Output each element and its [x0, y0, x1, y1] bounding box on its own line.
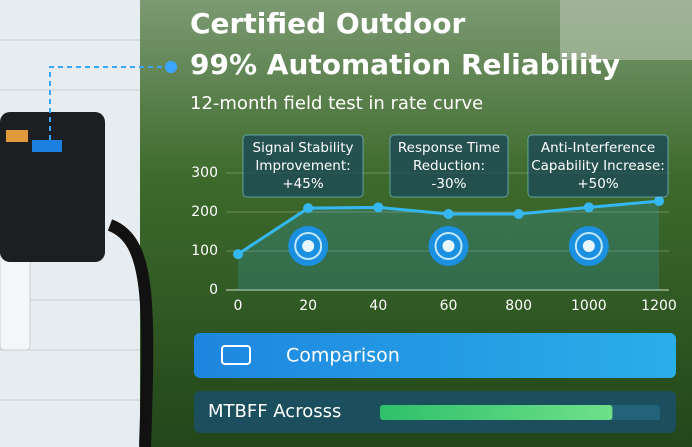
progress-bar: [380, 405, 613, 420]
callout-dot: [165, 61, 177, 73]
x-tick-label: 1000: [571, 298, 607, 314]
comparison-panel: [194, 333, 676, 378]
annotation-box: [389, 134, 509, 198]
icon: [302, 240, 315, 252]
annotation-text: +45%: [282, 176, 323, 192]
icon: [582, 240, 595, 252]
chart: 0 100 200 300 0 20 40 60 800 1000 1200 Signal Stabi…: [191, 134, 677, 314]
y-tick-label: 300: [191, 165, 218, 181]
annotation-text: Anti-Interference: [541, 140, 655, 156]
annotation-box: [527, 134, 669, 198]
icon: [574, 232, 603, 260]
annotation-text: Response Time: [398, 140, 500, 156]
annotation-text: -30%: [432, 176, 467, 192]
title: Certified Outdoor: [190, 7, 466, 40]
subtitle: 12-month field test in rate curve: [190, 93, 483, 114]
callout-line: [49, 66, 171, 140]
annotation-text: Improvement:: [255, 158, 350, 174]
point: [583, 202, 594, 213]
annotation-text: +50%: [577, 176, 618, 192]
annotation-text: Capability Increase:: [531, 158, 665, 174]
point: [654, 196, 664, 207]
annotation-text: Signal Stability: [253, 140, 354, 156]
usb-port: [32, 140, 62, 152]
point: [233, 249, 243, 260]
point: [303, 203, 314, 214]
y-tick-label: 0: [209, 282, 218, 298]
mtbff-label: MTBFF Acrosss: [208, 401, 341, 422]
comparison-label: Comparison: [286, 345, 400, 367]
house-bg: [560, 0, 692, 60]
x-tick-label: 1200: [641, 298, 677, 314]
comparison-icon: [221, 345, 251, 365]
x-tick-label: 60: [440, 298, 458, 314]
annotation-box: [242, 134, 364, 198]
smart-plug: [0, 112, 105, 262]
y-tick-label: 100: [191, 243, 218, 259]
icon: [434, 232, 463, 260]
cable: [107, 219, 154, 447]
x-tick-label: 0: [234, 298, 243, 314]
point: [443, 208, 454, 219]
usb-port: [6, 130, 28, 142]
title: 99% Automation Reliability: [190, 48, 620, 81]
icon: [294, 232, 323, 260]
x-tick-label: 20: [299, 298, 317, 314]
annotation-text: Reduction:: [413, 158, 485, 174]
x-tick-label: 800: [505, 298, 532, 314]
x-tick-label: 40: [369, 298, 387, 314]
point: [373, 202, 384, 213]
icon: [442, 240, 455, 252]
y-tick-label: 200: [191, 204, 218, 220]
point: [513, 208, 524, 219]
